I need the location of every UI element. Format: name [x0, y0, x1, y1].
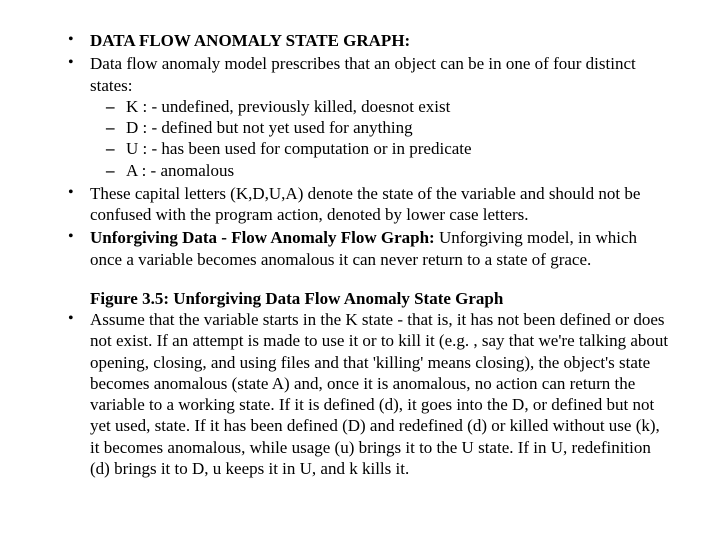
- spacer: [60, 272, 670, 288]
- state-a: A : - anomalous: [90, 160, 670, 181]
- state-d: D : - defined but not yet used for anyth…: [90, 117, 670, 138]
- bullet-title: DATA FLOW ANOMALY STATE GRAPH:: [60, 30, 670, 51]
- figure-caption: Figure 3.5: Unforgiving Data Flow Anomal…: [90, 288, 670, 309]
- bullet-list: DATA FLOW ANOMALY STATE GRAPH: Data flow…: [60, 30, 670, 270]
- bullet-letters-note: These capital letters (K,D,U,A) denote t…: [60, 183, 670, 226]
- state-u: U : - has been used for computation or i…: [90, 138, 670, 159]
- state-sublist: K : - undefined, previously killed, does…: [90, 96, 670, 181]
- state-k: K : - undefined, previously killed, does…: [90, 96, 670, 117]
- bullet-list-2: Assume that the variable starts in the K…: [60, 309, 670, 479]
- states-intro-text: Data flow anomaly model prescribes that …: [90, 54, 636, 94]
- bullet-unforgiving: Unforgiving Data - Flow Anomaly Flow Gra…: [60, 227, 670, 270]
- title-text: DATA FLOW ANOMALY STATE GRAPH:: [90, 31, 410, 50]
- unforgiving-label: Unforgiving Data - Flow Anomaly Flow Gra…: [90, 228, 435, 247]
- bullet-states-intro: Data flow anomaly model prescribes that …: [60, 53, 670, 181]
- bullet-assume: Assume that the variable starts in the K…: [60, 309, 670, 479]
